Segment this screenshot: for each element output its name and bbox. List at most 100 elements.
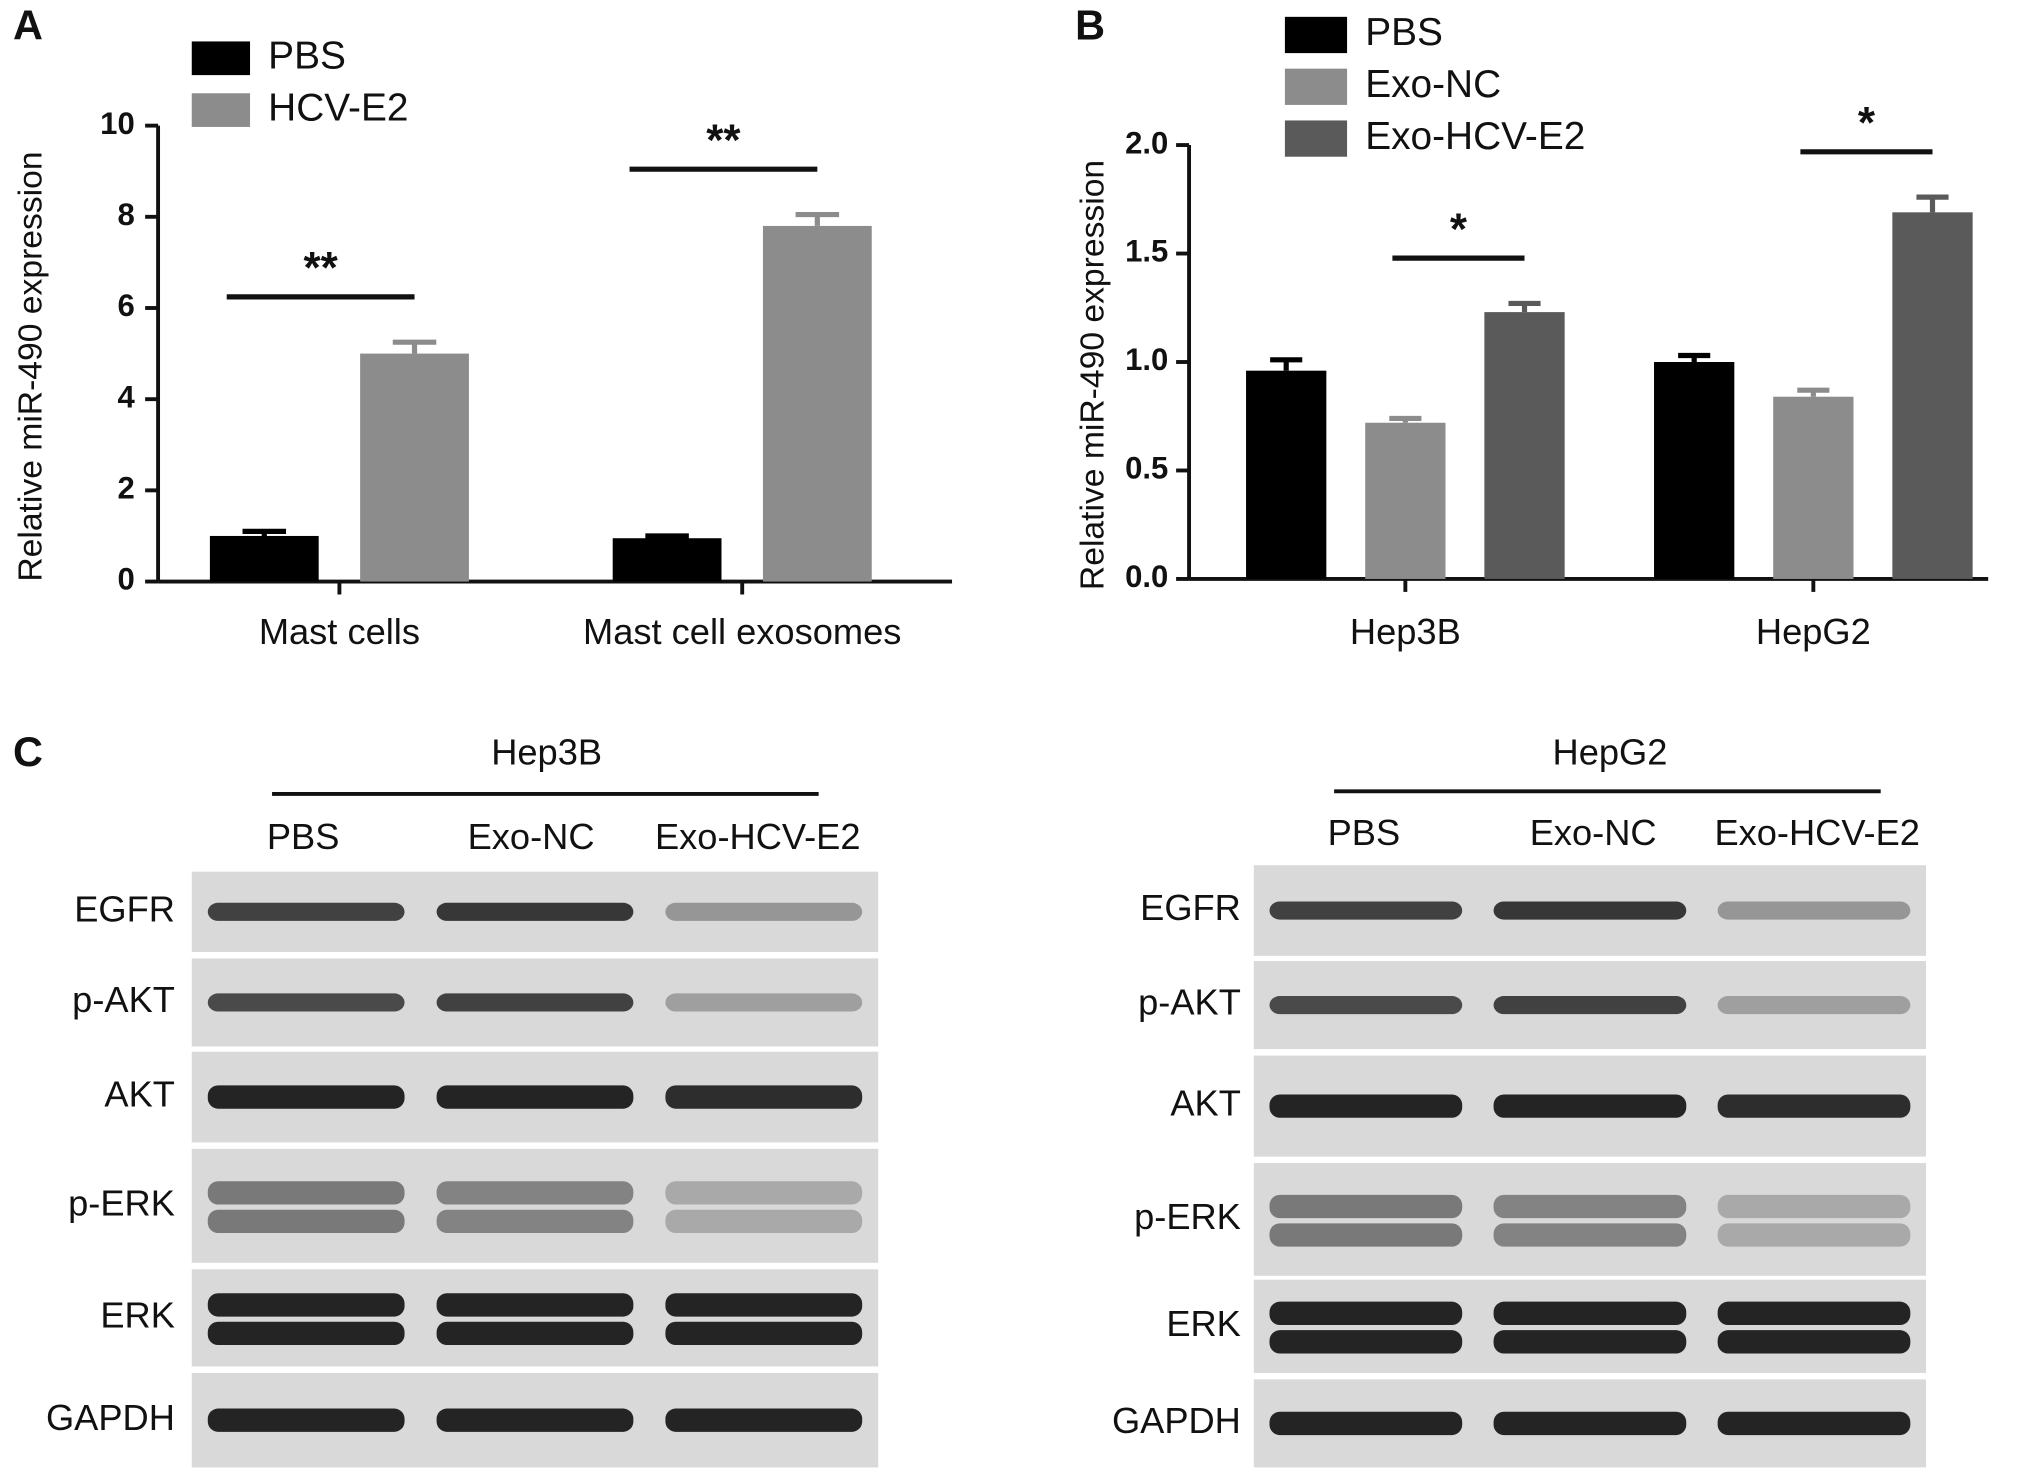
blot-band bbox=[436, 1293, 634, 1317]
blot-band bbox=[207, 1321, 405, 1346]
blot-band bbox=[665, 1321, 863, 1346]
legend-swatch bbox=[1284, 120, 1348, 157]
blot-band bbox=[436, 902, 634, 921]
y-tick-label: 1.0 bbox=[1125, 342, 1168, 377]
bar bbox=[1773, 396, 1854, 579]
blot-band bbox=[1269, 1411, 1463, 1436]
blot-band bbox=[665, 993, 863, 1012]
error-bar bbox=[795, 211, 840, 226]
legend-label: Exo-NC bbox=[1365, 63, 1501, 106]
blot-band bbox=[436, 1321, 634, 1346]
blot-strip bbox=[1253, 1279, 1927, 1373]
blot-band bbox=[207, 1209, 405, 1234]
protein-label: GAPDH bbox=[1112, 1400, 1241, 1441]
y-tick-label: 0.0 bbox=[1125, 559, 1168, 594]
blot-strip bbox=[191, 1269, 879, 1367]
blot-band bbox=[665, 902, 863, 921]
blot-band bbox=[207, 1293, 405, 1317]
bar bbox=[1892, 212, 1973, 579]
significance-label: ** bbox=[706, 116, 741, 165]
error-bar bbox=[1916, 194, 1949, 213]
lane-label: Exo-NC bbox=[1530, 812, 1657, 853]
legend-swatch bbox=[1284, 16, 1348, 54]
protein-label: EGFR bbox=[74, 888, 175, 929]
blot-band bbox=[436, 1209, 634, 1234]
bar bbox=[762, 225, 872, 582]
y-tick-label: 0 bbox=[117, 562, 134, 597]
blot-strip bbox=[1253, 1163, 1927, 1276]
blot-band bbox=[1269, 1094, 1463, 1118]
blot-band bbox=[1717, 1194, 1911, 1219]
y-axis-label: Relative miR-490 expression bbox=[12, 151, 49, 581]
error-bar bbox=[1270, 357, 1303, 371]
bar bbox=[360, 353, 469, 582]
blot-band bbox=[1493, 1411, 1687, 1436]
error-bar bbox=[645, 533, 689, 539]
x-tick-label: Hep3B bbox=[1350, 611, 1461, 652]
protein-label: p-ERK bbox=[68, 1182, 175, 1223]
blot-band bbox=[1717, 1330, 1911, 1354]
blot-band bbox=[1717, 996, 1911, 1015]
y-tick-label: 6 bbox=[117, 288, 134, 323]
y-tick-label: 4 bbox=[117, 379, 135, 414]
blot-band bbox=[207, 902, 405, 921]
blot-band bbox=[1493, 1223, 1687, 1247]
protein-label: ERK bbox=[1166, 1303, 1241, 1344]
blot-strip bbox=[191, 1148, 879, 1263]
significance-label: * bbox=[1450, 205, 1468, 254]
blot-band bbox=[207, 1085, 405, 1109]
legend-label: PBS bbox=[268, 35, 346, 78]
lane-label: Exo-HCV-E2 bbox=[1714, 812, 1919, 853]
y-tick-label: 1.5 bbox=[1125, 234, 1168, 269]
panel-letter: B bbox=[1075, 1, 1105, 48]
x-tick-label: HepG2 bbox=[1756, 611, 1871, 652]
blot-band bbox=[1493, 1094, 1687, 1118]
blot-band bbox=[665, 1293, 863, 1317]
lane-label: Exo-NC bbox=[468, 816, 595, 857]
bar bbox=[209, 535, 319, 582]
blot-band bbox=[1493, 1330, 1687, 1354]
blot-band bbox=[207, 1181, 405, 1205]
bar bbox=[1484, 312, 1565, 579]
legend-swatch bbox=[191, 41, 251, 76]
significance-label: ** bbox=[303, 244, 338, 293]
error-bar bbox=[242, 528, 287, 536]
protein-label: GAPDH bbox=[46, 1397, 175, 1438]
lane-label: Exo-HCV-E2 bbox=[655, 816, 860, 857]
y-tick-label: 10 bbox=[100, 106, 135, 141]
blot-band bbox=[665, 1209, 863, 1234]
protein-label: EGFR bbox=[1140, 887, 1241, 928]
blot-band bbox=[1493, 996, 1687, 1015]
error-bar bbox=[1389, 415, 1422, 423]
protein-label: AKT bbox=[104, 1074, 174, 1115]
significance-label: * bbox=[1858, 99, 1876, 148]
blot-band bbox=[207, 993, 405, 1012]
lane-label: PBS bbox=[267, 816, 340, 857]
blot-band bbox=[1493, 901, 1687, 920]
legend-swatch bbox=[191, 93, 251, 127]
error-bar bbox=[392, 339, 437, 354]
y-tick-label: 2 bbox=[117, 471, 134, 506]
x-tick-label: Mast cells bbox=[259, 611, 420, 652]
blot-band bbox=[1717, 901, 1911, 920]
legend-label: HCV-E2 bbox=[268, 86, 408, 129]
blot-band bbox=[665, 1181, 863, 1205]
blot-band bbox=[436, 993, 634, 1012]
blot-band bbox=[207, 1408, 405, 1432]
y-tick-label: 2.0 bbox=[1125, 125, 1168, 160]
legend-label: Exo-HCV-E2 bbox=[1365, 115, 1585, 158]
blot-band bbox=[1717, 1411, 1911, 1436]
blot-band bbox=[665, 1085, 863, 1109]
panel-letter: C bbox=[13, 728, 43, 775]
blot-band bbox=[1717, 1301, 1911, 1325]
protein-label: ERK bbox=[100, 1294, 175, 1335]
protein-label: p-AKT bbox=[72, 979, 175, 1020]
blot-band bbox=[1493, 1194, 1687, 1219]
blot-band bbox=[1717, 1223, 1911, 1247]
protein-label: p-AKT bbox=[1138, 982, 1241, 1023]
bar bbox=[1654, 362, 1735, 579]
blot-band bbox=[1269, 1194, 1463, 1219]
legend-label: PBS bbox=[1365, 11, 1443, 54]
blot-band bbox=[436, 1408, 634, 1432]
